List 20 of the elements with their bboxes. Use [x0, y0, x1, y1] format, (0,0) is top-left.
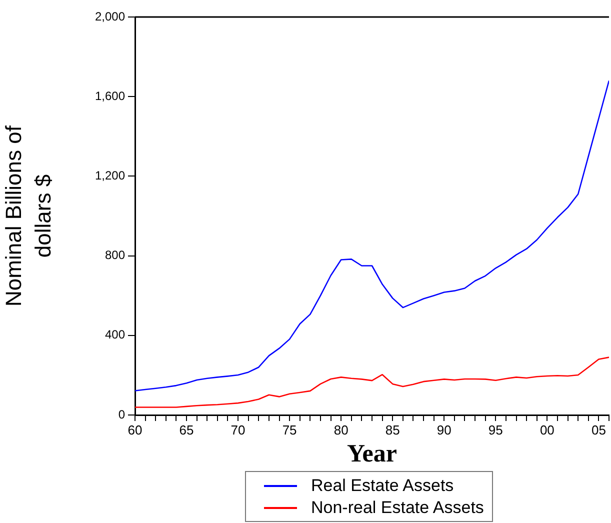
x-tick-label: 00 [540, 422, 554, 438]
x-tick-label: 85 [385, 422, 400, 438]
legend-label: Non-real Estate Assets [311, 498, 484, 518]
x-tick-label: 70 [230, 422, 246, 438]
x-tick-label: 80 [334, 422, 348, 438]
x-tick-label: 65 [179, 422, 194, 438]
x-tick-label: 95 [488, 422, 503, 438]
y-tick-label: 400 [104, 328, 126, 342]
y-tick-label: 800 [104, 248, 126, 262]
x-axis-title: Year [347, 440, 397, 468]
x-tick-label: 75 [282, 422, 297, 438]
y-tick-label: 1,600 [94, 88, 126, 103]
y-tick-label: 2,000 [94, 9, 126, 24]
y-axis-title: Nominal Billions of dollars $ [0, 124, 56, 306]
legend-label: Real Estate Assets [311, 476, 454, 496]
y-tick-label: 0 [118, 407, 126, 422]
x-tick-label: 60 [128, 422, 142, 438]
y-tick-label: 1,200 [94, 168, 126, 183]
x-tick-label: 90 [436, 422, 452, 438]
x-tick-label: 05 [591, 422, 606, 438]
